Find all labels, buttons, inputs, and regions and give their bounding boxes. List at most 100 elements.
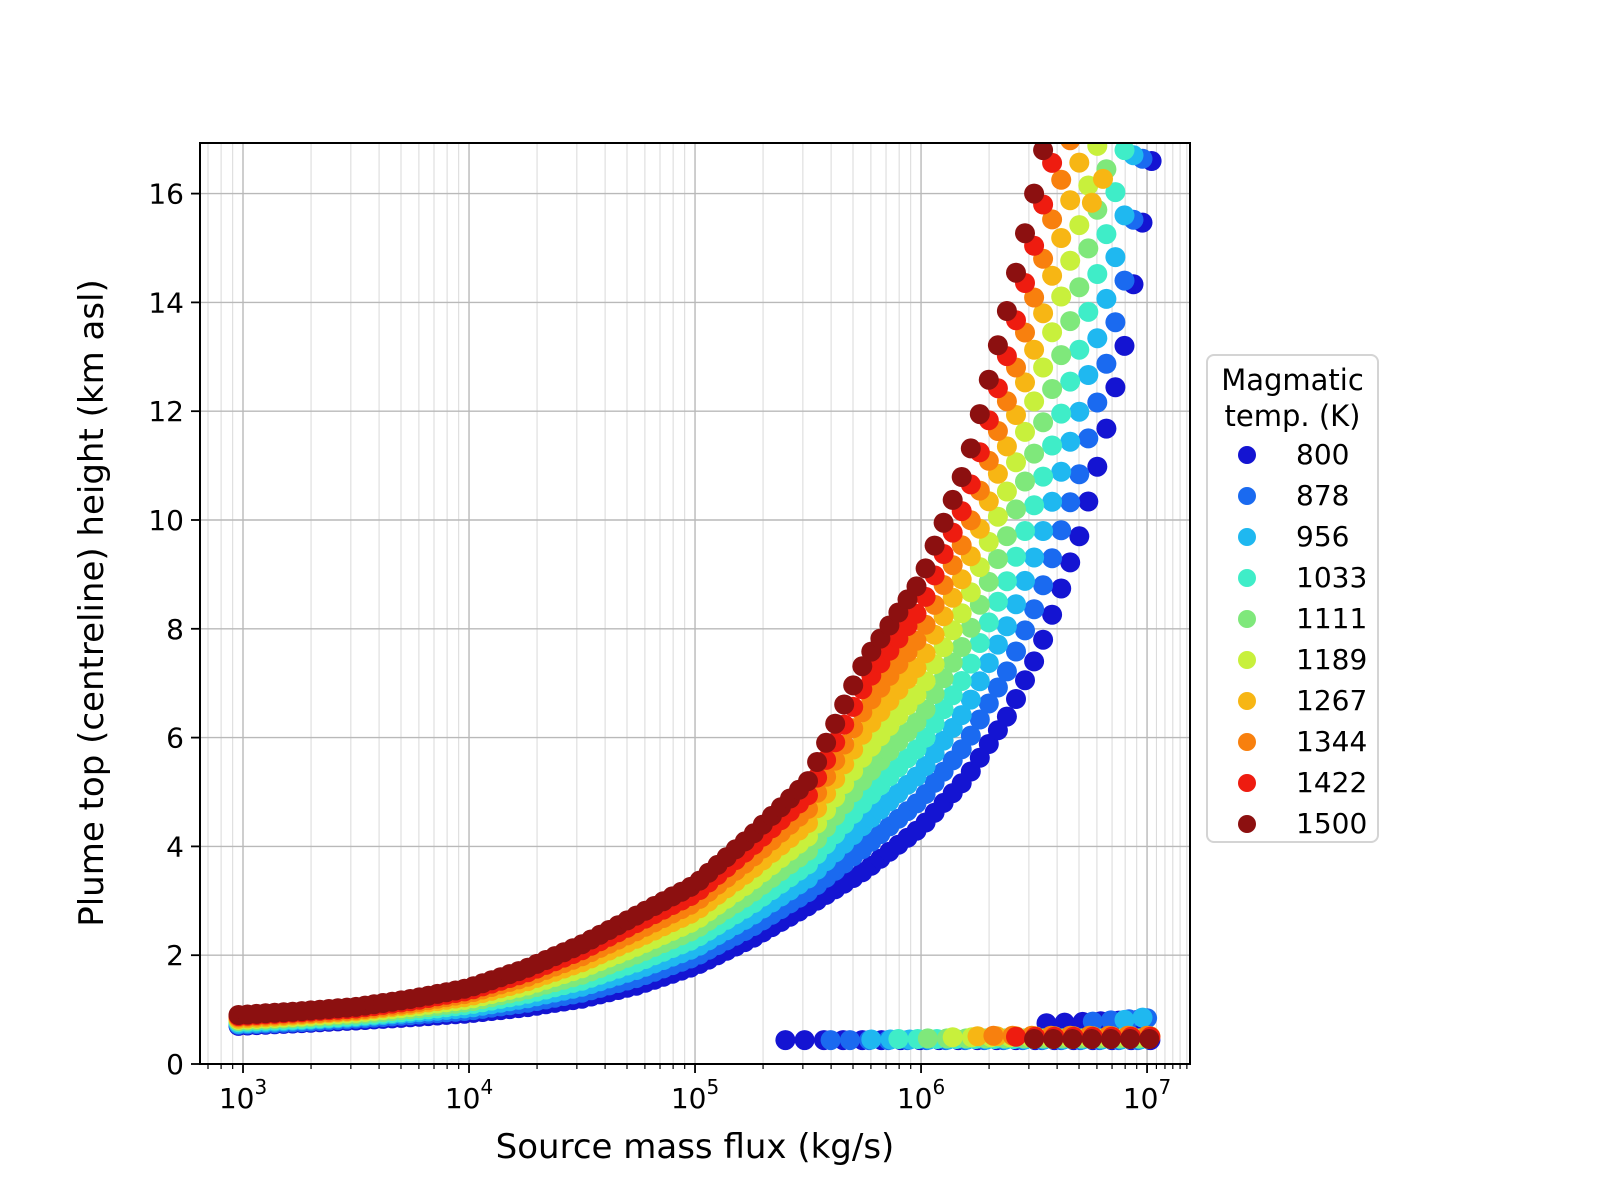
scatter-point xyxy=(1015,372,1035,393)
legend-marker-dot xyxy=(1238,568,1256,587)
legend-entry-label: 1033 xyxy=(1296,561,1368,594)
scatter-point xyxy=(942,652,963,673)
legend-entry-label: 1267 xyxy=(1296,684,1368,717)
legend-marker-dot xyxy=(1238,650,1256,669)
scatter-point xyxy=(1042,604,1063,625)
legend-marker-dot xyxy=(1238,486,1256,505)
legend-entry: 878 xyxy=(1208,475,1377,516)
scatter-point xyxy=(942,1027,963,1048)
scatter-point xyxy=(1078,365,1099,385)
scatter-point xyxy=(1033,629,1054,650)
scatter-point xyxy=(1078,428,1099,449)
scatter-point xyxy=(1015,620,1035,641)
outlier-point xyxy=(1093,168,1113,189)
scatter-point xyxy=(951,467,972,487)
scatter-point xyxy=(987,634,1008,655)
scatter-points xyxy=(228,111,1162,1051)
legend-entry: 1422 xyxy=(1208,762,1377,803)
scatter-point xyxy=(1105,117,1125,137)
scatter-point xyxy=(987,677,1008,698)
legend-entry: 1111 xyxy=(1208,598,1377,639)
scatter-point xyxy=(996,481,1017,502)
scatter-point xyxy=(1024,651,1045,672)
scatter-point xyxy=(987,591,1008,612)
scatter-point xyxy=(1105,312,1126,333)
scatter-point xyxy=(1006,1026,1026,1047)
scatter-point xyxy=(775,1030,796,1051)
scatter-point xyxy=(1069,215,1090,236)
scatter-point xyxy=(861,1029,882,1050)
legend-marker-dot xyxy=(1238,609,1256,628)
scatter-point xyxy=(1051,403,1072,424)
scatter-point xyxy=(1078,301,1099,322)
scatter-point xyxy=(1015,421,1035,442)
scatter-point xyxy=(816,732,837,753)
scatter-point xyxy=(1024,339,1045,360)
scatter-point xyxy=(1024,599,1045,620)
scatter-point xyxy=(996,571,1017,592)
scatter-point xyxy=(978,653,999,673)
scatter-point xyxy=(1069,339,1090,360)
y-tick-label: 8 xyxy=(166,613,184,646)
scatter-point xyxy=(1024,1029,1045,1049)
scatter-point xyxy=(1006,594,1026,615)
scatter-point xyxy=(825,713,846,734)
legend-title-line1: Magmatic xyxy=(1221,363,1364,397)
x-tick-label: 103 xyxy=(219,1075,267,1115)
y-tick-label: 4 xyxy=(166,830,184,863)
scatter-point xyxy=(996,301,1017,321)
scatter-point xyxy=(987,549,1008,569)
scatter-point xyxy=(1069,277,1090,298)
y-tick-label: 2 xyxy=(166,939,184,972)
scatter-point xyxy=(843,675,864,696)
legend-entry: 800 xyxy=(1208,434,1377,475)
scatter-point xyxy=(906,658,927,678)
scatter-point xyxy=(1024,547,1045,568)
scatter-point xyxy=(987,335,1008,356)
x-tick-label: 106 xyxy=(897,1075,945,1115)
scatter-point xyxy=(1051,111,1071,131)
scatter-point xyxy=(969,671,990,692)
scatter-point xyxy=(1105,377,1126,398)
scatter-point xyxy=(1043,1029,1064,1049)
scatter-point xyxy=(1042,379,1063,399)
scatter-point xyxy=(1042,322,1063,343)
scatter-point xyxy=(1033,575,1054,596)
scatter-point xyxy=(1096,418,1117,439)
scatter-point xyxy=(933,512,954,533)
y-axis-label: Plume top (centreline) height (km asl) xyxy=(72,279,112,927)
scatter-point xyxy=(1060,492,1081,513)
legend: Magmatic temp. (K) 800 878 956 1033 1111 1189… xyxy=(1206,354,1379,843)
scatter-point xyxy=(1033,303,1054,324)
scatter-point xyxy=(807,752,828,772)
scatter-point xyxy=(1042,435,1063,456)
scatter-point xyxy=(1096,353,1117,374)
scatter-point xyxy=(1042,491,1063,512)
scatter-point xyxy=(1087,392,1108,413)
scatter-point xyxy=(1042,209,1063,230)
scatter-point xyxy=(969,709,990,730)
scatter-point xyxy=(1015,670,1035,691)
scatter-point xyxy=(1051,169,1072,190)
scatter-point xyxy=(960,689,981,710)
scatter-point xyxy=(996,706,1017,727)
scatter-point xyxy=(924,535,945,556)
scatter-point xyxy=(978,369,999,390)
scatter-point xyxy=(951,569,972,590)
scatter-point xyxy=(915,558,936,579)
scatter-point xyxy=(1033,466,1054,487)
scatter-point xyxy=(969,633,990,653)
x-tick-label: 107 xyxy=(1123,1075,1171,1115)
legend-entry-label: 1344 xyxy=(1296,725,1368,758)
scatter-point xyxy=(888,1029,909,1049)
legend-entry-label: 956 xyxy=(1296,520,1350,553)
scatter-point xyxy=(852,656,873,677)
scatter-point xyxy=(834,694,855,715)
legend-entry: 1189 xyxy=(1208,639,1377,680)
scatter-point xyxy=(1060,190,1081,211)
legend-entry-label: 800 xyxy=(1296,438,1350,471)
legend-entry: 956 xyxy=(1208,516,1377,557)
scatter-point xyxy=(906,603,927,624)
legend-entry-label: 1189 xyxy=(1296,643,1368,676)
